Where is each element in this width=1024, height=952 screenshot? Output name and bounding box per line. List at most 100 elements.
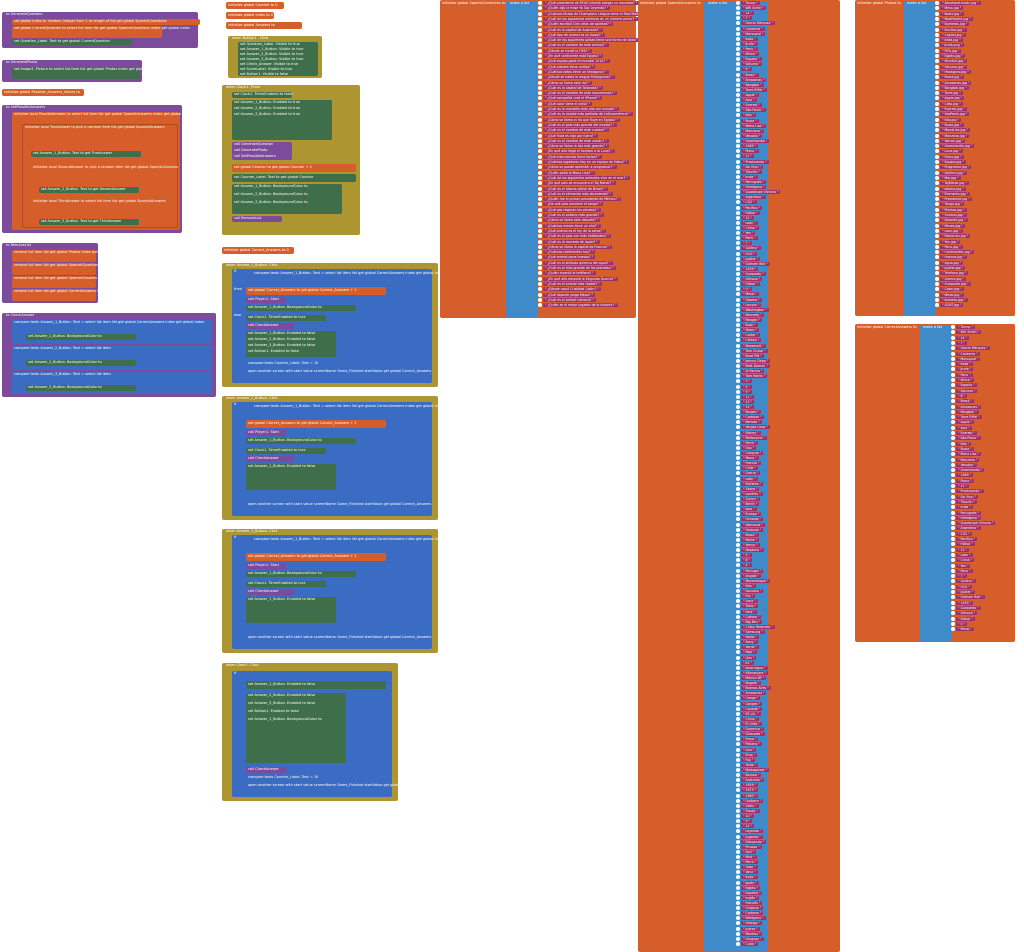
- global-counter[interactable]: initialize global Counter to 0: [226, 2, 284, 9]
- list-socket: [736, 773, 740, 778]
- text-literal: " Hidrógeno ": [956, 515, 982, 520]
- list-socket: [736, 139, 740, 144]
- event-clock-timer[interactable]: when Clock1. Timer set Clock1. TimerEnab…: [222, 85, 360, 235]
- event-clear-click[interactable]: when Clear1. Click if set Answer_1_Butto…: [222, 663, 431, 801]
- text-literal: " Nokia ": [741, 635, 759, 640]
- event-answer3-click[interactable]: when Answer_3_Button. Click if compare t…: [222, 529, 444, 653]
- text-literal: " 8 ": [741, 558, 752, 563]
- global-correct-answers[interactable]: initialize global Correct_Answers to 0: [222, 247, 294, 254]
- list-socket: [736, 829, 740, 834]
- list-socket: [951, 420, 955, 425]
- procedure-generate-photo[interactable]: to GeneratePhoto set Image1. Picture to …: [2, 60, 157, 82]
- text-literal: " ¿Cuál es la moneda de Japón? ": [543, 239, 600, 244]
- text-literal: " Washington ": [741, 307, 769, 312]
- text-literal: " Idioma.jpg ": [940, 186, 966, 191]
- list-socket: [538, 128, 542, 133]
- make-a-list[interactable]: make a list: [704, 1, 768, 951]
- list-spanish-answers[interactable]: initialize global SpanishAnswers to make…: [638, 0, 840, 952]
- text-literal: " Tom Cruise ": [741, 348, 768, 353]
- event-answer1-click[interactable]: when Answer_1_Button. Click if compare t…: [222, 263, 444, 387]
- event-answer2-click[interactable]: when Answer_2_Button. Click if compare t…: [222, 396, 444, 520]
- list-socket: [736, 522, 740, 527]
- global-index[interactable]: initialize global index to 0: [226, 12, 274, 19]
- list-socket: [538, 218, 542, 223]
- list-socket: [736, 185, 740, 190]
- text-literal: " Tokio ": [741, 604, 758, 609]
- list-socket: [736, 696, 740, 701]
- text-literal: " Carter ": [741, 333, 760, 338]
- text-literal: " Rusia.jpg ": [940, 122, 964, 127]
- text-literal: " Trump ": [956, 325, 975, 329]
- text-literal: " ¿Qué animal es el rey de la selva? ": [543, 228, 607, 233]
- procedure-generate-question[interactable]: to GenerateQuestion set global index to …: [2, 12, 200, 48]
- list-socket: [951, 616, 955, 621]
- make-a-list[interactable]: make a list: [506, 1, 538, 317]
- text-literal: " Fuji ": [741, 757, 756, 762]
- list-socket: [736, 133, 740, 138]
- list-socket: [538, 85, 542, 90]
- list-socket: [951, 552, 955, 557]
- text-literal: " Saturno.jpg ": [940, 64, 968, 69]
- procedure-check-answer[interactable]: to CheckAnswer compare texts Answer_1_Bu…: [2, 313, 216, 397]
- text-literal: " Practicando ": [956, 489, 984, 494]
- text-literal: " ¿Cuál es el país con más habitantes? ": [543, 234, 611, 239]
- list-socket: [736, 297, 740, 302]
- text-literal: " Gallina ": [741, 246, 762, 251]
- list-socket: [935, 54, 939, 58]
- text-literal: " Nilo ": [741, 113, 757, 118]
- text-literal: " Cuba ": [741, 941, 759, 946]
- procedure-remove-list[interactable]: to RemoveList remove list item list get …: [2, 243, 140, 303]
- list-socket: [538, 165, 542, 170]
- list-socket: [538, 207, 542, 212]
- global-possible-answers-values[interactable]: initialize global Possible_Answers_Value…: [2, 89, 84, 96]
- set-global-index[interactable]: set global index to random integer from …: [12, 19, 200, 25]
- list-socket: [736, 98, 740, 103]
- list-socket: [736, 164, 740, 169]
- text-literal: " 1939 ": [956, 600, 974, 605]
- procedure-header: to SetPossibleAnswers: [6, 105, 46, 109]
- make-a-list[interactable]: make a list: [903, 1, 935, 315]
- list-socket: [736, 783, 740, 788]
- set-current-question[interactable]: set global CurrentQuestion to select lis…: [12, 26, 190, 38]
- text-literal: " Al Pacino ": [741, 369, 765, 374]
- list-socket: [736, 118, 740, 123]
- list-socket: [736, 440, 740, 445]
- list-socket: [736, 450, 740, 455]
- list-socket: [736, 123, 740, 128]
- text-literal: " Oso ": [741, 445, 757, 450]
- list-photos[interactable]: initialize global Photos to make a list …: [855, 0, 1015, 316]
- list-socket: [736, 844, 740, 849]
- global-answers[interactable]: initialize global Answers to: [226, 22, 302, 29]
- text-literal: " 1959 ": [741, 783, 759, 788]
- list-correct-answers[interactable]: initialize global CorrectAnswers to make…: [855, 324, 1015, 642]
- text-literal: " 3 ": [741, 379, 752, 384]
- list-socket: [935, 133, 939, 138]
- list-socket: [736, 737, 740, 742]
- set-image-picture[interactable]: set Image1. Picture to select list item …: [12, 67, 157, 79]
- text-literal: " Dalí ": [741, 849, 757, 854]
- list-socket: [736, 604, 740, 609]
- local-possible-answer[interactable]: initialize local PossibleAnswer to selec…: [12, 112, 192, 230]
- text-literal: " Will Smith ": [956, 330, 981, 335]
- set-question-label-text[interactable]: set Question_Label. Text to get global C…: [12, 39, 132, 45]
- list-socket: [736, 732, 740, 737]
- procedure-set-possible-answers[interactable]: to SetPossibleAnswers initialize local P…: [2, 105, 192, 233]
- text-literal: " Sídney ": [741, 430, 761, 435]
- text-literal: " Bangkok.jpg ": [940, 85, 969, 90]
- text-literal: " ¿Cuál es el primer número? ": [543, 297, 596, 302]
- event-button1-click[interactable]: when Button1 . Click set Question_Label.…: [228, 36, 322, 78]
- text-literal: " Teide ": [741, 762, 759, 767]
- list-socket: [736, 287, 740, 292]
- text-literal: " Lincoln ": [741, 302, 762, 307]
- text-literal: " Flauta ": [741, 808, 760, 813]
- text-literal: " Koala.jpg ": [940, 11, 964, 16]
- list-socket: [736, 435, 740, 440]
- text-literal: " ¿Cuál de los siguientes animales vive …: [543, 175, 630, 180]
- list-spanish-questions[interactable]: initialize global SpanishQuestions to ma…: [440, 0, 639, 318]
- make-a-list[interactable]: make a list: [919, 325, 951, 641]
- list-socket: [538, 271, 542, 276]
- list-socket: [935, 197, 939, 202]
- text-literal: " ¿Cuántos meses tiene un año? ": [543, 223, 601, 228]
- list-socket: [736, 26, 740, 31]
- text-literal: " TajMahal.jpg ": [940, 181, 969, 186]
